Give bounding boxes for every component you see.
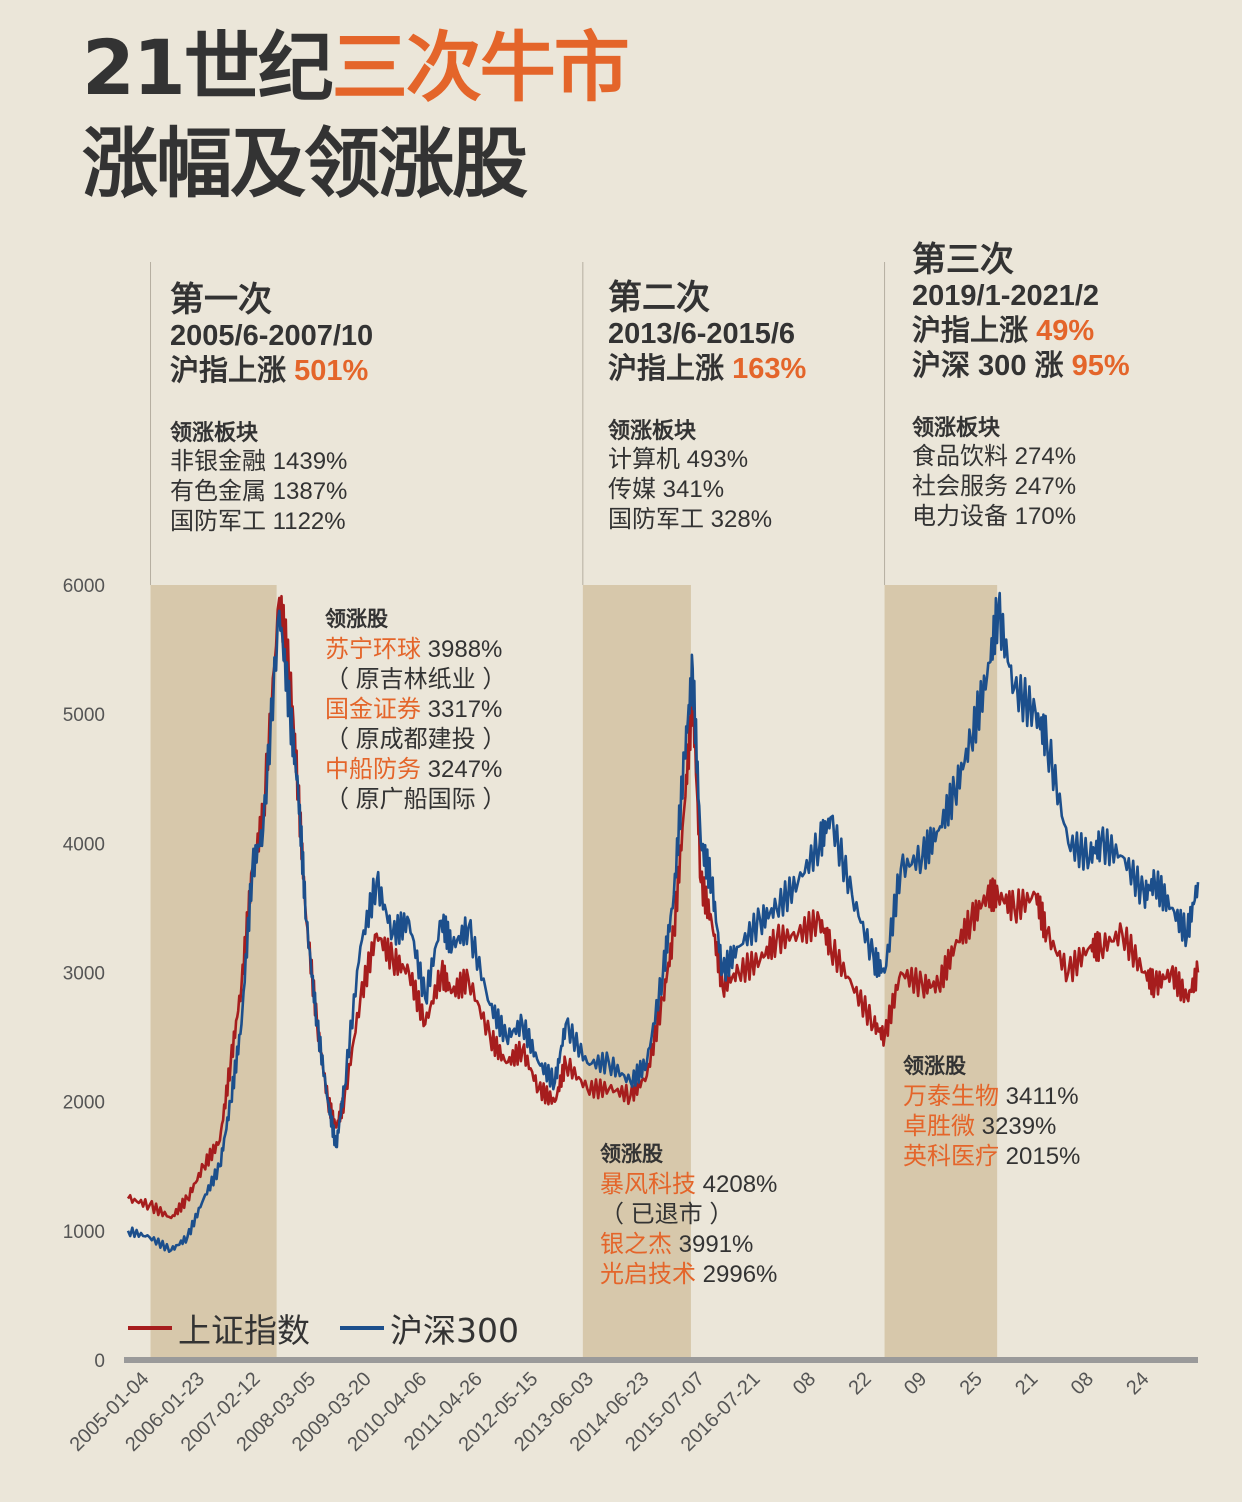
phase-2-leaders: 领涨股暴风科技 4208% （ 已退市 ） 银之杰 3991% 光启技术 2996% [600,1140,777,1290]
legend-swatch-shanghai [128,1326,172,1330]
hs300-series-line [126,591,1200,1253]
leader-stock: 银之杰 3991% [600,1231,754,1258]
phase-gain: 沪指上涨 49% [912,315,1095,348]
y-tick-6000: 6000 [63,576,105,597]
x-tick-label: 21 [1011,1368,1042,1399]
phase-period: 2019/1-2021/2 [912,280,1100,313]
legend-label-shanghai: 上证指数 [178,1311,310,1350]
leader-note: （ 原广船国际 ） [325,786,507,813]
sector-header: 领涨板块 [912,414,1001,440]
title-highlight: 三次牛市 [331,23,630,112]
leader-stock: 国金证券 3317% [325,696,503,723]
phase-name: 第二次 [608,279,710,317]
leader-stock: 英科医疗 2015% [903,1143,1081,1170]
leader-note: （ 已退市 ） [600,1201,734,1228]
chart-subtitle: 涨幅及领涨股 [82,119,528,208]
sector-item: 食品饮料 274% [912,442,1077,470]
phase-1-leaders: 领涨股苏宁环球 3988% （ 原吉林纸业 ） 国金证券 3317% （ 原成都建投 … [325,605,506,815]
phase-period: 2013/6-2015/6 [608,318,796,351]
y-tick-4000: 4000 [63,834,105,855]
sector-item: 社会服务 247% [912,472,1077,500]
leaders-header: 领涨股 [903,1055,966,1078]
y-tick-1000: 1000 [63,1222,105,1243]
x-tick-label: 22 [844,1368,875,1399]
sector-header: 领涨板块 [608,417,697,443]
sector-item: 传媒 341% [608,475,725,503]
title-prefix: 21世纪 [82,23,334,112]
leader-note: （ 原吉林纸业 ） [325,666,507,693]
sector-item: 非银金融 1439% [170,447,348,475]
x-tick-label: 24 [1122,1368,1153,1399]
phase-gain: 沪指上涨 501% [170,355,369,388]
chart-title: 21世纪三次牛市 [82,30,630,106]
legend-entry-hs300: 沪深300 [340,1304,519,1352]
phase-1-summary: 第一次 2005/6-2007/10 沪指上涨 501% 领涨板块 非银金融 1439%… [170,281,374,537]
leader-stock: 中船防务 3247% [325,756,503,783]
leaders-header: 领涨股 [600,1143,663,1166]
legend: 上证指数 沪深300 [128,1304,549,1352]
x-tick-label: 25 [956,1368,987,1399]
leader-stock: 暴风科技 4208% [600,1171,778,1198]
phase-name: 第一次 [170,281,272,319]
y-tick-0: 0 [94,1351,105,1372]
sector-item: 电力设备 170% [912,502,1077,530]
leaders-header: 领涨股 [325,608,388,631]
y-tick-2000: 2000 [63,1093,105,1114]
leader-stock: 万泰生物 3411% [903,1083,1079,1110]
legend-entry-shanghai: 上证指数 [128,1304,310,1352]
phase-3-leaders: 领涨股万泰生物 3411% 卓胜微 3239% 英科医疗 2015% [903,1052,1080,1172]
phase-2-summary: 第二次 2013/6-2015/6 沪指上涨 163% 领涨板块 计算机 493% 传媒 … [608,279,807,535]
sector-item: 国防军工 328% [608,505,773,533]
phase-period: 2005/6-2007/10 [170,320,374,353]
legend-swatch-hs300 [340,1326,384,1330]
bull-period-band-2 [582,585,691,1360]
x-tick-label: 08 [1067,1368,1098,1399]
sector-item: 国防军工 1122% [170,507,346,535]
sector-item: 有色金属 1387% [170,477,348,505]
leader-stock: 卓胜微 3239% [903,1113,1057,1140]
phase-gain: 沪指上涨 163% [608,353,807,386]
leader-note: （ 原成都建投 ） [325,726,507,753]
leader-stock: 光启技术 2996% [600,1261,778,1288]
x-tick-label: 09 [900,1368,931,1399]
leader-stock: 苏宁环球 3988% [325,636,503,663]
y-tick-3000: 3000 [63,964,105,985]
phase-name: 第三次 [912,241,1014,279]
phase-gain: 沪深 300 涨 95% [912,349,1130,382]
phase-3-summary: 第三次 2019/1-2021/2 沪指上涨 49% 沪深 300 涨 95% 领涨板块… [912,241,1130,532]
y-tick-5000: 5000 [63,705,105,726]
sector-header: 领涨板块 [170,419,259,445]
legend-label-hs300: 沪深300 [390,1311,519,1350]
sector-item: 计算机 493% [608,445,749,473]
bull-period-band-1 [150,585,277,1360]
x-tick-label: 08 [789,1368,820,1399]
